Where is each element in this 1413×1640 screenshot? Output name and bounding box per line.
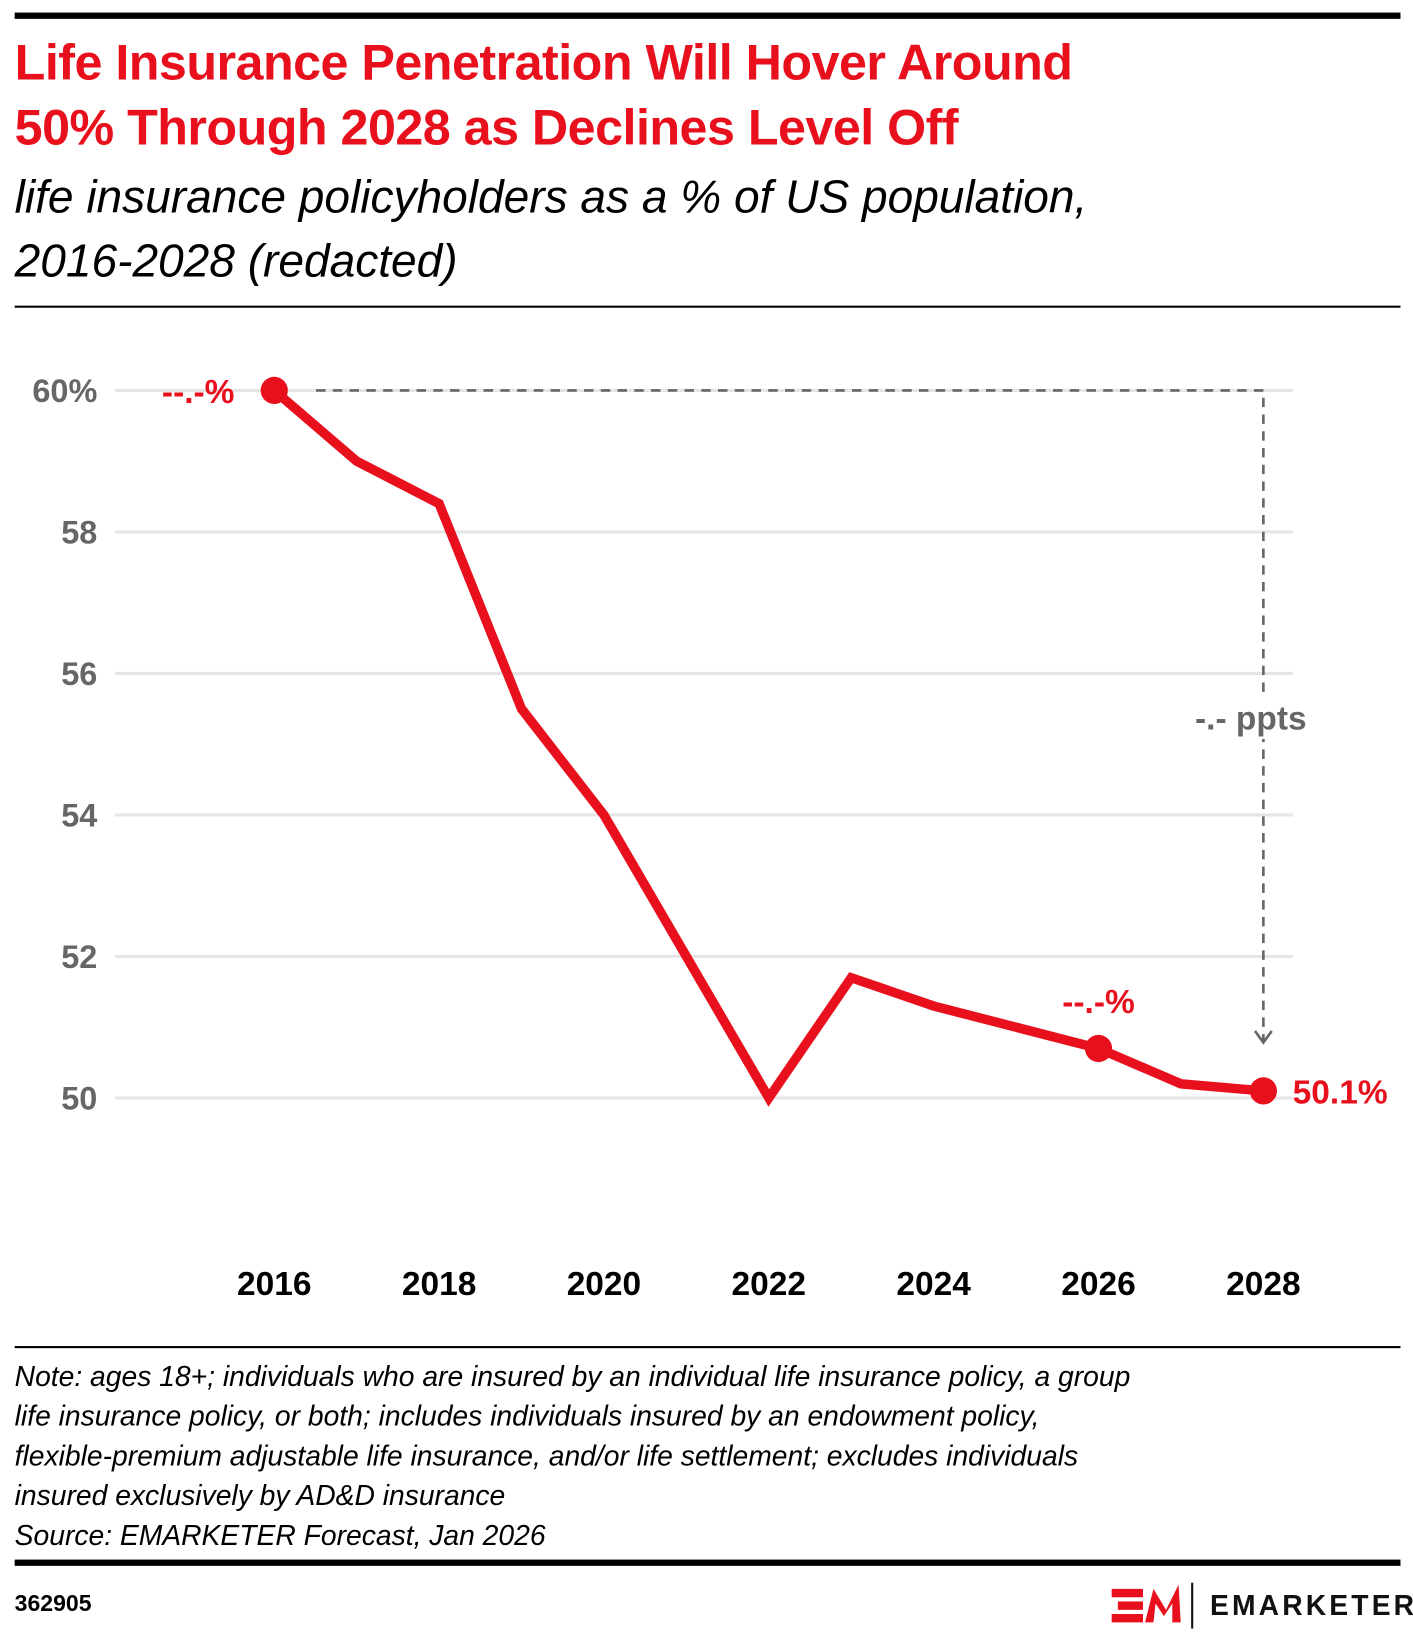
note-line: flexible-premium adjustable life insuran… (14, 1440, 1079, 1472)
y-tick-label: 56 (61, 656, 97, 692)
brand-wordmark: EMARKETER (1209, 1589, 1413, 1621)
title-line: 50% Through 2028 as Declines Level Off (14, 100, 959, 156)
data-label: 50.1% (1293, 1074, 1388, 1111)
emarketer-logo: EMARKETER (1111, 1582, 1413, 1629)
source-line: Source: EMARKETER Forecast, Jan 2026 (14, 1519, 546, 1552)
note-rule (14, 1346, 1401, 1349)
highlight-marker (1249, 1077, 1277, 1105)
title-line: Life Insurance Penetration Will Hover Ar… (14, 35, 1073, 92)
x-tick-label: 2016 (237, 1266, 312, 1303)
header-rule (14, 305, 1401, 308)
y-tick-label: 54 (61, 797, 97, 833)
em-logo-icon (1111, 1582, 1194, 1629)
data-label: --.-% (162, 374, 235, 411)
x-tick-label: 2022 (732, 1266, 807, 1303)
note: Note: ages 18+; individuals who are insu… (15, 1357, 1397, 1556)
y-tick-label: 52 (61, 939, 97, 975)
line-chart: 60% 58 56 54 52 50 2016 2018 2020 2022 2024 2026 202… (32, 373, 1388, 1303)
chart-id: 362905 (14, 1589, 92, 1617)
y-tick-label: 60% (32, 373, 97, 409)
x-tick-label: 2018 (402, 1266, 477, 1303)
note-line: insured exclusively by AD&D insurance (14, 1480, 506, 1512)
change-annotation: -.- ppts (1195, 701, 1307, 738)
x-tick-label: 2028 (1226, 1266, 1300, 1303)
y-tick-label: 58 (61, 514, 97, 550)
chart-title: Life Insurance Penetration Will Hover Ar… (15, 31, 1397, 161)
chart-subtitle: life insurance policyholders as a % of U… (15, 165, 1397, 293)
subtitle-line: 2016-2028 (redacted) (14, 235, 458, 287)
data-label: --.-% (1062, 984, 1135, 1021)
top-rule (14, 12, 1401, 19)
note-line: life insurance policy, or both; includes… (14, 1400, 1040, 1432)
arrow-down-icon (1253, 1030, 1273, 1045)
highlight-marker (1084, 1034, 1113, 1063)
note-line: Note: ages 18+; individuals who are insu… (14, 1360, 1131, 1393)
bottom-rule (14, 1559, 1401, 1566)
highlight-marker (260, 376, 288, 405)
annotation-bg (1177, 692, 1325, 739)
subtitle-line: life insurance policyholders as a % of U… (14, 171, 1088, 223)
x-tick-label: 2024 (896, 1266, 971, 1303)
x-tick-label: 2020 (567, 1266, 642, 1303)
change-bracket-line (316, 389, 1265, 1042)
x-tick-label: 2026 (1061, 1266, 1136, 1303)
y-tick-label: 50 (61, 1081, 97, 1117)
